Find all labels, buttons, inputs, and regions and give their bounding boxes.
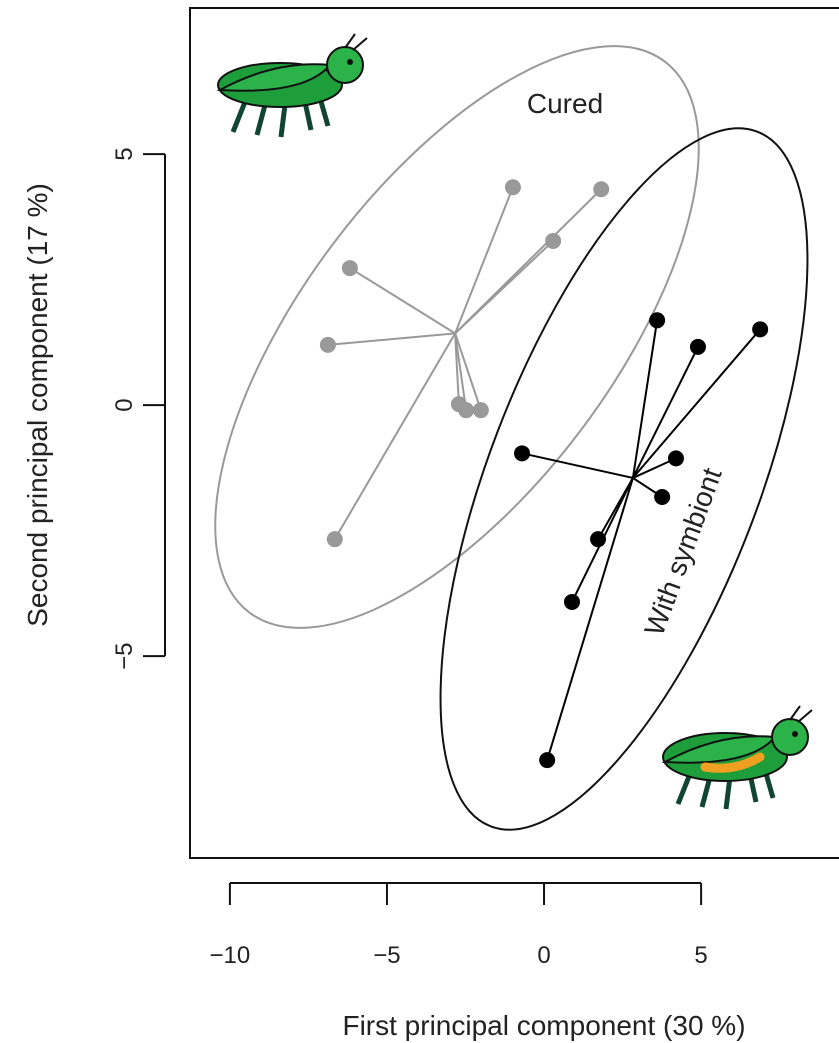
point: [514, 445, 530, 461]
point: [690, 339, 706, 355]
point: [327, 531, 343, 547]
point: [593, 181, 609, 197]
group-label: Cured: [527, 88, 603, 119]
point: [654, 489, 670, 505]
spoke: [455, 187, 513, 333]
x-tick-label: 5: [694, 942, 707, 969]
point: [342, 260, 358, 276]
x-tick-label: −10: [210, 942, 251, 969]
y-axis-title: Second principal component (17 %): [22, 183, 53, 627]
point: [649, 312, 665, 328]
point: [668, 450, 684, 466]
spoke: [522, 453, 633, 478]
point: [564, 594, 580, 610]
x-tick-label: 0: [537, 942, 550, 969]
point: [473, 402, 489, 418]
bug-icon: [663, 706, 812, 809]
point: [320, 337, 336, 353]
point: [539, 752, 555, 768]
spoke: [335, 333, 455, 539]
y-tick-label: −5: [111, 642, 138, 669]
x-axis-title: First principal component (30 %): [342, 1010, 745, 1041]
spoke: [350, 268, 455, 333]
spoke: [328, 333, 455, 345]
plot-frame: [190, 8, 839, 858]
y-tick-label: 5: [111, 147, 138, 160]
point: [505, 179, 521, 195]
spoke: [547, 478, 633, 760]
spoke: [455, 241, 553, 333]
point: [545, 233, 561, 249]
x-tick-label: −5: [373, 942, 400, 969]
centroid: [631, 476, 634, 479]
chart: CuredWith symbiont First principal compo…: [0, 0, 839, 1043]
point: [590, 531, 606, 547]
bug-icon: [218, 34, 367, 137]
centroid: [454, 332, 457, 335]
point: [458, 402, 474, 418]
y-tick-label: 0: [111, 398, 138, 411]
point: [752, 321, 768, 337]
